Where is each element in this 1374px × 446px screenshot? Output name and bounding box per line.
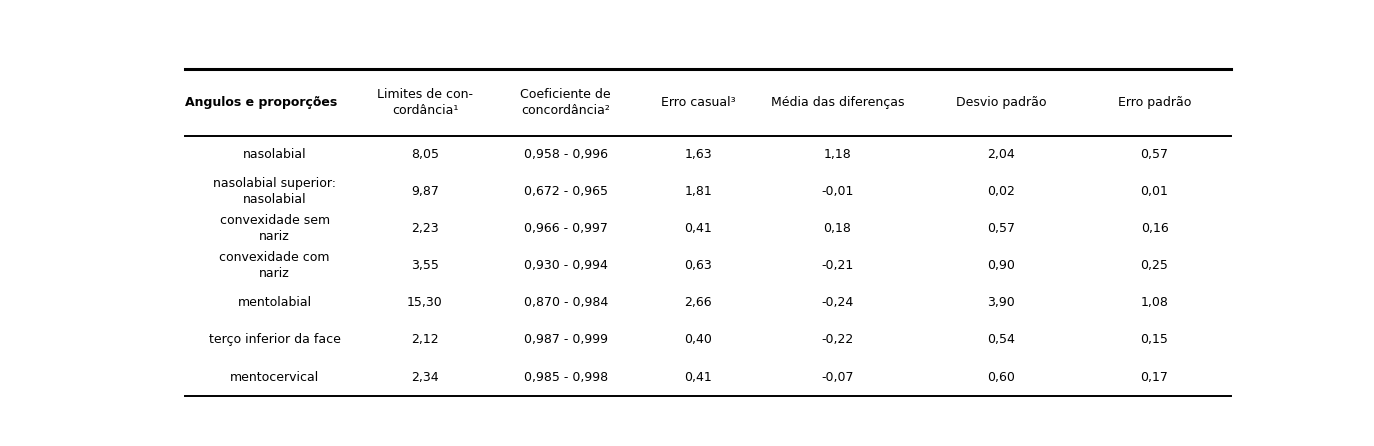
Text: 15,30: 15,30 xyxy=(407,296,442,310)
Text: 0,25: 0,25 xyxy=(1140,259,1168,272)
Text: 0,987 - 0,999: 0,987 - 0,999 xyxy=(523,334,607,347)
Text: -0,21: -0,21 xyxy=(822,259,853,272)
Text: 2,34: 2,34 xyxy=(411,371,438,384)
Text: 3,90: 3,90 xyxy=(987,296,1015,310)
Text: terço inferior da face: terço inferior da face xyxy=(209,334,341,347)
Text: 0,985 - 0,998: 0,985 - 0,998 xyxy=(523,371,607,384)
Text: 1,18: 1,18 xyxy=(823,148,851,161)
Text: -0,01: -0,01 xyxy=(822,185,853,198)
Text: 2,12: 2,12 xyxy=(411,334,438,347)
Text: 0,90: 0,90 xyxy=(987,259,1015,272)
Text: Erro padrão: Erro padrão xyxy=(1118,96,1191,109)
Text: -0,22: -0,22 xyxy=(822,334,853,347)
Text: Erro casual³: Erro casual³ xyxy=(661,96,735,109)
Text: 1,81: 1,81 xyxy=(684,185,712,198)
Text: 3,55: 3,55 xyxy=(411,259,438,272)
Text: 9,87: 9,87 xyxy=(411,185,438,198)
Text: 0,18: 0,18 xyxy=(823,222,852,235)
Text: 0,15: 0,15 xyxy=(1140,334,1168,347)
Text: convexidade sem
nariz: convexidade sem nariz xyxy=(220,214,330,243)
Text: mentolabial: mentolabial xyxy=(238,296,312,310)
Text: 2,04: 2,04 xyxy=(987,148,1015,161)
Text: 0,01: 0,01 xyxy=(1140,185,1168,198)
Text: 0,672 - 0,965: 0,672 - 0,965 xyxy=(523,185,607,198)
Text: 2,66: 2,66 xyxy=(684,296,712,310)
Text: 0,17: 0,17 xyxy=(1140,371,1168,384)
Text: mentocervical: mentocervical xyxy=(229,371,319,384)
Text: 0,40: 0,40 xyxy=(684,334,712,347)
Text: -0,24: -0,24 xyxy=(822,296,853,310)
Text: 0,966 - 0,997: 0,966 - 0,997 xyxy=(523,222,607,235)
Text: 0,60: 0,60 xyxy=(987,371,1015,384)
Text: 0,63: 0,63 xyxy=(684,259,712,272)
Text: 0,958 - 0,996: 0,958 - 0,996 xyxy=(523,148,607,161)
Text: nasolabial superior:
nasolabial: nasolabial superior: nasolabial xyxy=(213,177,337,206)
Text: 2,23: 2,23 xyxy=(411,222,438,235)
Text: Desvio padrão: Desvio padrão xyxy=(956,96,1046,109)
Text: Média das diferenças: Média das diferenças xyxy=(771,96,904,109)
Text: 0,57: 0,57 xyxy=(987,222,1015,235)
Text: 0,930 - 0,994: 0,930 - 0,994 xyxy=(523,259,607,272)
Text: Coeficiente de
concordância²: Coeficiente de concordância² xyxy=(521,88,611,117)
Text: 0,02: 0,02 xyxy=(987,185,1015,198)
Text: convexidade com
nariz: convexidade com nariz xyxy=(220,251,330,280)
Text: 0,57: 0,57 xyxy=(1140,148,1168,161)
Text: 0,870 - 0,984: 0,870 - 0,984 xyxy=(523,296,607,310)
Text: 0,41: 0,41 xyxy=(684,222,712,235)
Text: 0,41: 0,41 xyxy=(684,371,712,384)
Text: 1,08: 1,08 xyxy=(1140,296,1168,310)
Text: Limites de con-
cordância¹: Limites de con- cordância¹ xyxy=(376,88,473,117)
Text: nasolabial: nasolabial xyxy=(243,148,306,161)
Text: -0,07: -0,07 xyxy=(822,371,853,384)
Text: 1,63: 1,63 xyxy=(684,148,712,161)
Text: 0,54: 0,54 xyxy=(987,334,1015,347)
Text: 8,05: 8,05 xyxy=(411,148,440,161)
Text: 0,16: 0,16 xyxy=(1140,222,1168,235)
Text: Angulos e proporções: Angulos e proporções xyxy=(184,96,337,109)
